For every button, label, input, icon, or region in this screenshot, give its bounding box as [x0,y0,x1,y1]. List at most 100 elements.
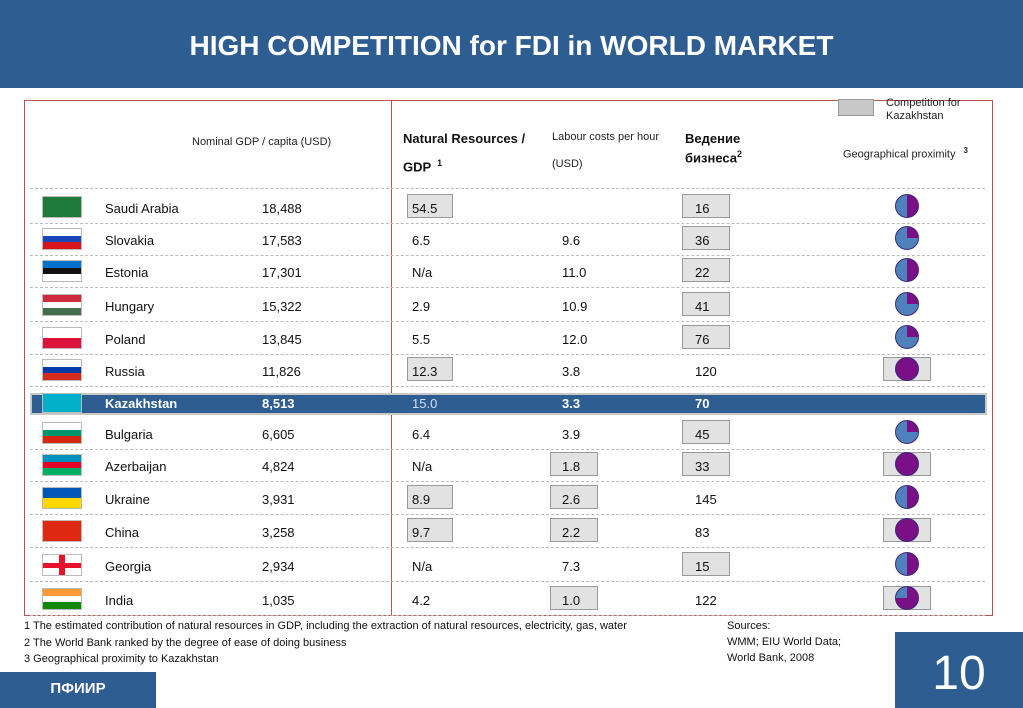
natural-resources-value: 8.9 [412,492,431,507]
proximity-pie-icon [895,357,919,381]
table-row: China 3,258 9.7 2.2 83 [30,516,990,548]
proximity-pie-icon [895,226,919,250]
header-gdp: Nominal GDP / capita (USD) [192,136,332,148]
business-rank-value: 16 [695,201,710,216]
flag-icon [42,196,82,218]
column-divider [391,100,392,615]
table-row: Azerbaijan 4,824 N/a 1.8 33 [30,450,990,482]
labour-cost-value: 11.0 [562,265,587,280]
flag-icon [42,520,82,542]
country-name: Georgia [105,559,152,574]
natural-resources-value: 12.3 [412,364,438,379]
natural-resources-value: N/a [412,265,433,280]
country-name: Bulgaria [105,427,153,442]
table-row: Russia 11,826 12.3 3.8 120 [30,355,990,387]
flag-icon [42,454,82,476]
table-row: Poland 13,845 5.5 12.0 76 [30,323,990,355]
table-row: Estonia 17,301 N/a 11.0 22 [30,256,990,288]
country-name: Saudi Arabia [105,201,179,216]
competition-box [407,357,453,381]
proximity-pie-icon [895,292,919,316]
labour-cost-value: 3.8 [562,364,581,379]
labour-cost-value: 1.8 [562,459,581,474]
competition-box [407,485,453,509]
footer-bar [0,672,156,708]
business-rank-value: 83 [695,525,710,540]
gdp-value: 6,605 [262,427,295,442]
flag-icon [42,588,82,610]
business-rank-value: 22 [695,265,710,280]
business-rank-value: 33 [695,459,710,474]
footnote-3: 3 Geographical proximity to Kazakhstan [24,653,219,665]
sources-line-2: WMM; EIU World Data; [727,636,842,648]
flag-icon [42,260,82,282]
gdp-value: 18,488 [262,201,302,216]
proximity-pie-icon [895,325,919,349]
labour-cost-value: 7.3 [562,559,581,574]
competition-box [682,552,730,576]
competition-box [550,485,598,509]
proximity-pie-icon [895,518,919,542]
competition-box [682,325,730,349]
flag-icon [42,228,82,250]
gdp-value: 17,301 [262,265,302,280]
competition-box [550,452,598,476]
row-divider [30,354,985,355]
country-name: Ukraine [105,492,150,507]
table-row: Slovakia 17,583 6.5 9.6 36 [30,224,990,256]
sources-line-3: World Bank, 2008 [727,652,815,664]
row-divider [30,287,985,288]
slide-title: HIGH COMPETITION for FDI in WORLD MARKET [189,30,834,61]
title-bar [0,0,1023,88]
country-name: Estonia [105,265,149,280]
labour-cost-value: 12.0 [562,332,588,347]
header-labour-line2: (USD) [552,158,583,170]
table-row: Bulgaria 6,605 6.4 3.9 45 [30,418,990,450]
country-name: Poland [105,332,146,347]
competition-box [407,194,453,218]
business-rank-value: 76 [695,332,710,347]
competition-box [407,518,453,542]
business-rank-value: 122 [695,593,717,608]
proximity-pie-icon [895,552,919,576]
flag-icon [42,294,82,316]
sources-line-1: Sources: [727,620,771,632]
business-rank-value: 41 [695,299,710,314]
proximity-pie-icon [895,258,919,282]
header-divider [30,188,985,189]
kazakhstan-highlight-row [30,393,987,415]
legend-swatch [838,99,874,116]
competition-box [682,420,730,444]
country-name: India [105,593,134,608]
proximity-pie-icon [895,485,919,509]
flag-icon [42,554,82,576]
table-row: Ukraine 3,931 8.9 2.6 145 [30,483,990,515]
header-labour-line1: Labour costs per hour [552,131,660,143]
page-number-box [895,632,1023,708]
labour-cost-value: 10.9 [562,299,588,314]
row-divider [30,481,985,482]
country-name: Kazakhstan [105,396,178,411]
header-business-line1: Ведение [685,131,741,146]
labour-cost-value: 1.0 [562,593,581,608]
natural-resources-value: 6.4 [412,427,431,442]
business-rank-value: 36 [695,233,710,248]
table-row: Kazakhstan 8,513 15.0 3.3 70 [30,393,990,415]
labour-cost-value: 3.9 [562,427,581,442]
natural-resources-value: 5.5 [412,332,431,347]
row-divider [30,223,985,224]
competition-box [550,586,598,610]
sources: Sources: WMM; EIU World Data; World Bank… [727,618,841,666]
natural-resources-value: 6.5 [412,233,431,248]
proximity-pie-icon [895,194,919,218]
gdp-value: 15,322 [262,299,302,314]
gdp-value: 2,934 [262,559,295,574]
labour-cost-value: 9.6 [562,233,581,248]
gdp-value: 13,845 [262,332,302,347]
table-row: Hungary 15,322 2.9 10.9 41 [30,290,990,322]
page-number: 10 [932,647,986,700]
flag-icon [42,393,82,413]
competition-box [682,226,730,250]
header-natural-sup: 1 [437,158,443,168]
gdp-value: 3,258 [262,525,295,540]
